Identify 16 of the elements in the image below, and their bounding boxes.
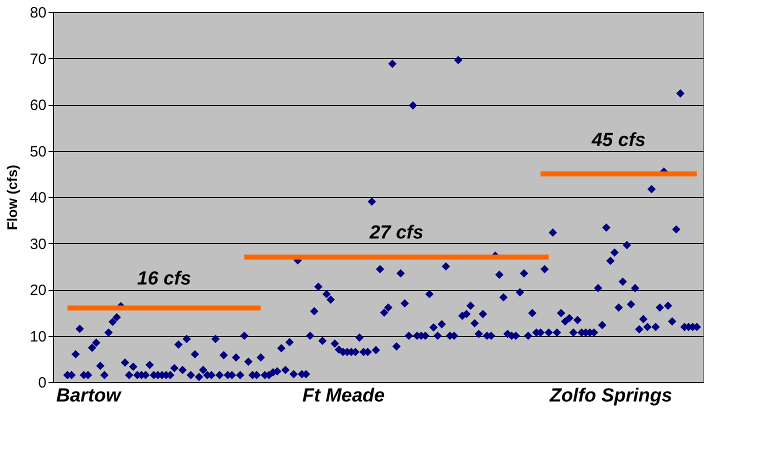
y-tick-label: 80	[30, 4, 46, 22]
series-label: 16 cfs	[137, 268, 192, 290]
y-tick-label: 70	[30, 50, 46, 68]
y-tick-label: 30	[30, 236, 46, 253]
y-tick-label: 0	[38, 374, 46, 392]
series-label: 45 cfs	[590, 130, 646, 151]
y-tick-label: 60	[30, 97, 46, 114]
x-tick-label: Ft Meade	[302, 386, 386, 406]
y-tick-label: 20	[30, 282, 46, 299]
x-tick-label: Bartow	[56, 386, 122, 406]
y-axis-title: Flow (cfs)	[4, 164, 20, 230]
y-tick-label: 40	[30, 190, 46, 206]
y-tick-label: 50	[30, 143, 46, 160]
x-tick-label: Zolfo Springs	[548, 386, 672, 406]
y-tick-label: 10	[30, 328, 46, 346]
series-label: 27 cfs	[368, 222, 424, 244]
